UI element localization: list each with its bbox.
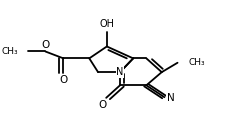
Text: O: O <box>60 75 68 85</box>
Text: O: O <box>41 40 50 50</box>
Text: O: O <box>98 100 106 110</box>
Text: CH₃: CH₃ <box>188 58 205 67</box>
Text: OH: OH <box>99 19 114 29</box>
Text: N: N <box>167 93 174 103</box>
Text: N: N <box>116 67 124 77</box>
Text: CH₃: CH₃ <box>2 47 19 56</box>
